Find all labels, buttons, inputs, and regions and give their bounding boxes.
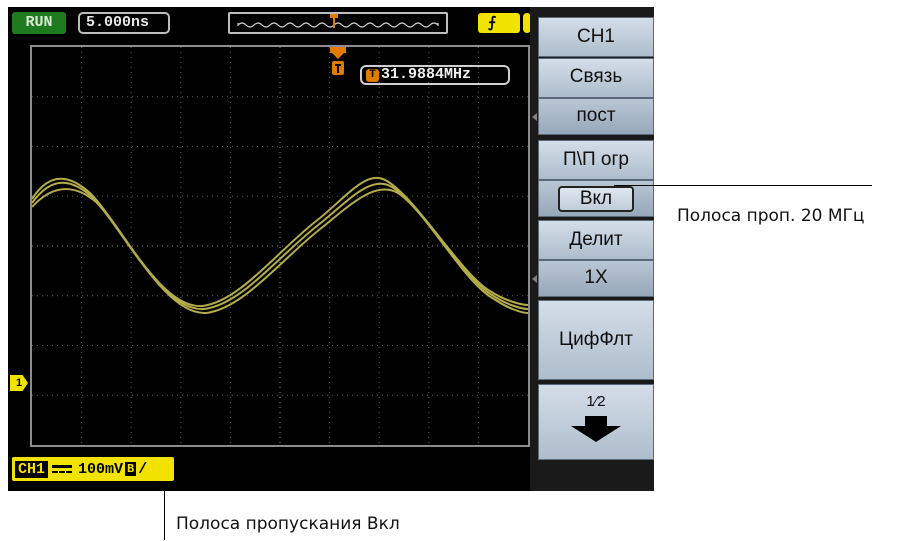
top-status-bar: RUN 5.000ns ⨍ <box>8 7 530 45</box>
ch1-slope-symbol: / <box>138 461 147 478</box>
waveform-graticule <box>30 45 530 447</box>
ch1-status-badge: CH1 100mV B / <box>12 457 174 481</box>
menu-coupling-value[interactable]: пост <box>538 98 654 135</box>
coupling-value: пост <box>576 105 615 126</box>
left-arrow-icon <box>532 113 537 121</box>
menu-probe-value[interactable]: 1X <box>538 260 654 297</box>
trigger-t-badge-icon: T <box>366 69 379 82</box>
status-callout-line <box>164 491 165 540</box>
trigger-slope-indicator: ⨍ <box>478 13 520 33</box>
oscilloscope-screen: RUN 5.000ns ⨍ <box>8 7 654 491</box>
timebase-readout: 5.000ns <box>78 12 170 34</box>
rising-edge-icon: ⨍ <box>488 13 496 31</box>
menu-digital-filter[interactable]: ЦифФлт <box>538 300 654 380</box>
channel-1-ground-marker: 1 <box>10 375 28 391</box>
softkey-menu: CH1 Связь пост П\П огр Вкл Делит 1X ЦифФ… <box>530 7 654 491</box>
digital-filter-label: ЦифФлт <box>559 329 633 350</box>
run-status-badge: RUN <box>12 12 66 34</box>
bandwidth-limit-icon: B <box>125 462 136 476</box>
trigger-t-icon <box>330 47 346 77</box>
bw-limit-label: П\П огр <box>563 149 629 170</box>
memory-overview-bar <box>228 12 448 34</box>
menu-title-ch1: CH1 <box>538 17 654 57</box>
overview-waveform <box>230 14 446 32</box>
menu-coupling-label[interactable]: Связь <box>538 58 654 98</box>
probe-label: Делит <box>569 229 622 250</box>
menu-probe-label[interactable]: Делит <box>538 220 654 260</box>
ch1-label: CH1 <box>15 461 48 478</box>
ch1-scale: 100mV <box>78 461 123 478</box>
bottom-status-bar: CH1 100mV B / <box>8 453 530 491</box>
trigger-frequency-value: 31.9884MHz <box>381 66 471 83</box>
menu-callout-line <box>614 185 872 186</box>
dc-coupling-icon <box>52 463 72 475</box>
menu-bw-limit-label[interactable]: П\П огр <box>538 140 654 180</box>
status-callout-text: Полоса пропускания Вкл <box>176 514 400 534</box>
trigger-frequency-readout: T 31.9884MHz <box>360 65 510 85</box>
menu-next-page-button[interactable]: 1⁄2 <box>538 384 654 460</box>
down-arrow-icon <box>571 416 621 442</box>
left-arrow-icon <box>532 275 537 283</box>
bw-limit-value: Вкл <box>558 186 634 212</box>
waveform-plot <box>32 47 528 445</box>
trigger-position-marker <box>330 47 346 77</box>
menu-title-label: CH1 <box>577 26 615 47</box>
probe-value: 1X <box>584 267 607 288</box>
page-indicator: 1⁄2 <box>539 393 653 410</box>
menu-callout-text: Полоса проп. 20 МГц <box>677 206 865 226</box>
coupling-label: Связь <box>570 66 623 87</box>
